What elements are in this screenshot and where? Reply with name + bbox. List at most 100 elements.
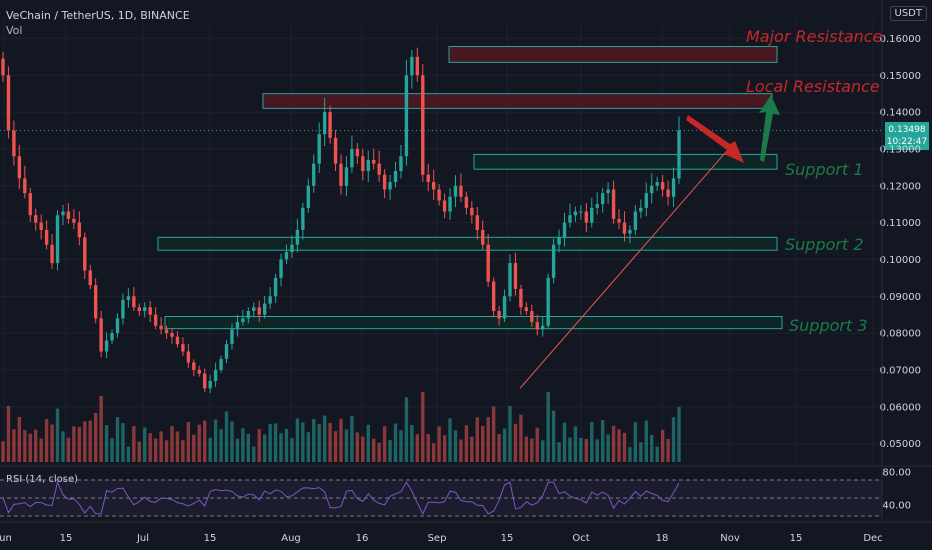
zone-resistance [448, 46, 778, 63]
volume-bar [257, 429, 261, 462]
candle-body [600, 193, 605, 205]
candle-body [590, 207, 594, 223]
candle-body [192, 362, 196, 370]
volume-bar [361, 436, 365, 462]
volume-bar [562, 422, 567, 462]
volume-bar [12, 429, 16, 462]
candle-body [203, 373, 207, 389]
volume-bar [290, 438, 294, 462]
volume-label[interactable]: Vol [6, 24, 23, 37]
candle-body [328, 112, 332, 138]
volume-bar [328, 423, 332, 462]
candle-body [562, 222, 567, 238]
volume-bar [61, 431, 65, 462]
volume-bar [590, 422, 594, 462]
y-tick-label: 0.11000 [880, 218, 921, 229]
candle-body [639, 207, 643, 212]
x-tick-label: Dec [863, 533, 882, 544]
volume-bar [557, 442, 561, 462]
volume-bar [262, 434, 267, 462]
volume-bar [306, 432, 310, 462]
volume-bar [17, 416, 22, 462]
volume-bar [39, 438, 43, 462]
candle-body [622, 222, 627, 234]
x-tick-label: Aug [281, 533, 301, 544]
volume-bar [77, 427, 82, 462]
candle-body [72, 218, 76, 223]
volume-bar [132, 426, 136, 462]
candle-body [213, 369, 218, 381]
volume-bar [502, 428, 507, 462]
volume-bar [83, 421, 87, 462]
zone-resistance [262, 93, 773, 109]
candle-body [677, 130, 681, 179]
candle-body [628, 229, 632, 234]
candle-body [235, 322, 240, 330]
candle-body [12, 130, 16, 157]
x-tick-label: 16 [356, 533, 369, 544]
symbol-title[interactable]: VeChain / TetherUS, 1D, BINANCE [6, 9, 190, 22]
volume-bar [633, 422, 638, 462]
volume-bar [126, 446, 131, 462]
volume-bar [448, 418, 452, 462]
volume-bar [671, 417, 676, 462]
volume-bar [481, 425, 485, 462]
candle-body [448, 196, 452, 212]
volume-bar [230, 421, 234, 462]
volume-bar [148, 433, 152, 462]
candle-body [481, 229, 485, 245]
candle-body [257, 307, 261, 315]
volume-bar [606, 434, 610, 462]
candle-body [164, 329, 169, 334]
volume-bar [535, 427, 539, 462]
candle-body [322, 112, 327, 135]
candle-body [153, 314, 158, 326]
candle-body [573, 211, 578, 216]
volume-bar [355, 432, 360, 462]
candle-body [491, 281, 496, 311]
volume-bar [622, 432, 627, 462]
volume-bar [530, 438, 534, 462]
volume-bar [546, 392, 550, 462]
candle-body [55, 215, 60, 264]
currency-badge[interactable]: USDT [889, 6, 927, 21]
candle-body [393, 171, 398, 183]
candle-body [6, 75, 11, 131]
candle-body [361, 156, 365, 172]
volume-bar [284, 429, 289, 462]
volume-bar [339, 418, 343, 462]
volume-bar [104, 425, 109, 462]
volume-bar [110, 438, 114, 462]
candle-body [224, 344, 229, 359]
candle-body [415, 56, 420, 76]
candle-body [426, 174, 430, 183]
candle-body [475, 215, 479, 230]
volume-bar [115, 417, 120, 462]
candle-body [83, 237, 87, 271]
volume-bar [464, 425, 469, 462]
candle-body [290, 244, 294, 253]
volume-bar [524, 436, 529, 462]
candle-body [39, 222, 43, 230]
candle-body [671, 178, 676, 197]
volume-bar [203, 420, 207, 462]
volume-bar [404, 397, 409, 462]
volume-bar [44, 418, 49, 462]
candle-body [551, 244, 556, 278]
volume-bar [541, 440, 545, 462]
candle-body [279, 259, 283, 278]
candle-body [399, 156, 403, 172]
candle-body [470, 207, 474, 216]
volume-bar [28, 433, 32, 462]
down-arrow [686, 115, 744, 163]
volume-bar [99, 395, 103, 462]
candle-body [497, 310, 501, 319]
candle-body [377, 163, 381, 175]
candle-body [464, 196, 469, 208]
candle-body [28, 193, 32, 216]
candle-body [301, 207, 305, 230]
zone-support [157, 236, 778, 251]
volume-bar [410, 425, 414, 462]
volume-bar [333, 431, 338, 462]
